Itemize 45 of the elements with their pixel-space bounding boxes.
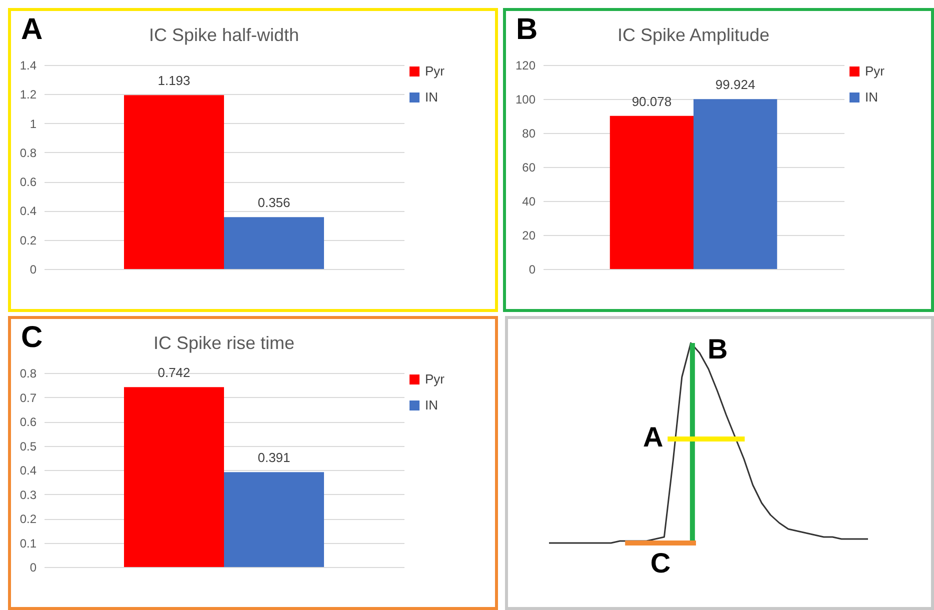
chart-title: IC Spike Amplitude [617, 25, 770, 45]
y-tick-label: 80 [522, 126, 536, 140]
y-tick-label: 0.4 [20, 464, 37, 478]
legend-label: Pyr [425, 64, 446, 78]
text: C [21, 321, 43, 355]
y-tick-label: 0 [528, 262, 536, 276]
chart-title: IC Spike half-width [148, 25, 300, 45]
y-tick-label: 0.8 [20, 146, 37, 160]
annotation: B [708, 333, 728, 364]
legend-label: IN [425, 90, 438, 104]
y-tick-label: 0 [30, 262, 37, 276]
chart-title: IC Spike rise time [153, 333, 295, 353]
data-label: 0.742 [158, 365, 190, 380]
y-tick-label: 1.4 [20, 58, 37, 72]
y-tick-label: 0 [30, 560, 37, 574]
y-tick-label: 20 [522, 228, 536, 242]
text: C [650, 547, 671, 578]
data-label: 0.391 [258, 450, 290, 466]
annotation: A [642, 421, 664, 452]
legend-label: Pyr [425, 372, 446, 386]
text: B [516, 13, 538, 47]
y-tick-label: 0.7 [20, 390, 37, 405]
y-tick-label: 40 [522, 194, 536, 208]
data-label: 99.924 [715, 77, 756, 92]
legend-label: Pyr [865, 64, 886, 78]
y-tick-label: 0.4 [20, 204, 37, 218]
y-tick-label: 0.5 [20, 439, 37, 454]
legend-label: IN [865, 90, 878, 104]
y-tick-label: 0.2 [20, 512, 37, 526]
y-tick-label: 0.2 [20, 233, 37, 248]
data-label: 0.356 [258, 195, 290, 210]
y-tick-label: 60 [522, 160, 536, 174]
y-tick-label: 1.2 [20, 88, 37, 102]
legend-label: IN [425, 398, 438, 412]
y-tick-label: 0.1 [20, 536, 37, 550]
y-tick-label: 0.8 [20, 366, 37, 380]
data-label: 90.078 [632, 94, 672, 109]
data-label: 1.193 [158, 73, 190, 88]
y-tick-label: 0.6 [20, 415, 37, 429]
text: A [21, 13, 43, 47]
y-tick-label: 100 [515, 92, 536, 106]
y-tick-label: 0.3 [20, 488, 37, 502]
y-tick-label: 1 [30, 116, 37, 131]
y-tick-label: 0.6 [20, 175, 37, 190]
y-tick-label: 120 [515, 58, 536, 72]
